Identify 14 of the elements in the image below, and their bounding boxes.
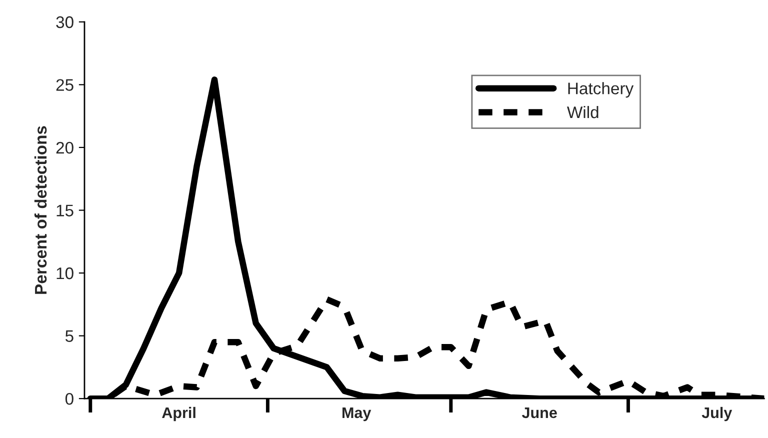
y-tick-label: 15 [56, 204, 74, 216]
x-tick-label: May [342, 407, 372, 422]
y-axis-title: Percent of detections [34, 126, 47, 294]
y-tick-label: 25 [56, 79, 74, 91]
y-tick-label: 5 [65, 330, 74, 342]
legend-label: Hatchery [568, 82, 634, 98]
y-tick-label: 20 [56, 142, 74, 154]
x-tick-label: June [522, 407, 557, 418]
x-tick-label: April [162, 406, 196, 422]
y-tick-label: 0 [65, 392, 74, 405]
x-tick-label: July [702, 406, 732, 422]
legend-label: Wild [567, 106, 598, 118]
y-tick-label: 30 [56, 16, 74, 28]
y-tick-label: 10 [56, 267, 74, 280]
